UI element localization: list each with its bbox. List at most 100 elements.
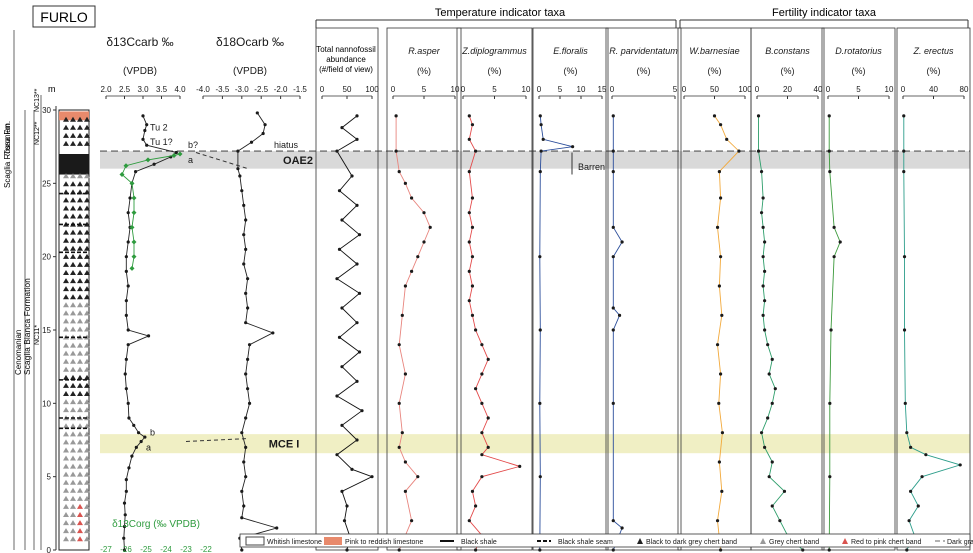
chert-band-mark: [63, 536, 69, 542]
chert-band-mark: [77, 455, 83, 461]
chert-band-mark: [77, 237, 83, 243]
series-line: [828, 115, 841, 551]
data-point: [827, 114, 831, 118]
data-panels: 2.0 2.5 3.0 3.5 4.0 δ13Ccarb ‰ (VPDB) -27 -26 -25…: [100, 27, 971, 553]
legend-label: Red to pink chert band: [851, 539, 922, 546]
data-point: [355, 438, 359, 442]
x-tick-label: 50: [343, 85, 352, 94]
chert-band-mark: [70, 407, 76, 413]
x-tick-label: 0: [391, 85, 396, 94]
legend-item: Red to pink chert band: [842, 538, 922, 546]
chert-band-mark: [84, 245, 90, 251]
data-point: [271, 331, 275, 335]
series-line: [714, 115, 740, 551]
data-point: [124, 269, 128, 273]
chert-band-mark: [84, 447, 90, 453]
series-line: [336, 115, 374, 551]
data-point: [177, 151, 183, 157]
panel-title-line: (#/field of view): [319, 65, 373, 74]
chert-band-mark: [63, 495, 69, 501]
chert-band-mark: [77, 213, 83, 219]
panel-unit: (%): [852, 66, 866, 76]
x-tick-label: -3.5: [216, 85, 230, 94]
data-point: [345, 548, 349, 552]
chart-frame: FURLO Temperature indicator taxa Fertili…: [3, 5, 969, 375]
chert-band-mark: [70, 479, 76, 485]
chert-band-mark: [77, 197, 83, 203]
legend-swatch: [842, 538, 848, 544]
data-point: [236, 167, 240, 171]
data-point: [171, 152, 177, 158]
data-point: [720, 313, 724, 317]
chert-band-mark: [77, 116, 83, 122]
legend-item: Black shale seam: [537, 539, 613, 546]
chert-band-mark: [70, 270, 76, 275]
chert-band-mark: [84, 495, 90, 501]
chert-band-mark: [70, 342, 76, 348]
panel-frame: [896, 27, 971, 551]
chert-band-mark: [70, 294, 76, 300]
legend-item: Grey chert band: [760, 538, 819, 546]
chert-band-mark: [77, 358, 83, 364]
stage-cenomanian: Cenomanian: [14, 330, 23, 375]
chert-band-mark: [84, 439, 90, 445]
data-point: [611, 328, 615, 332]
panel-title: δ18Ocarb ‰: [216, 35, 284, 49]
data-point: [541, 137, 545, 141]
data-point: [617, 313, 622, 317]
lithologic-column: 0 5 10 15 20 25 30: [13, 30, 90, 553]
x-tick-label: 10: [451, 85, 460, 94]
black-level-box: [59, 154, 89, 175]
data-point: [538, 475, 542, 479]
data-point: [717, 401, 721, 405]
data-point: [715, 519, 720, 523]
data-point: [242, 233, 246, 237]
x-tick-label: -2.5: [254, 85, 268, 94]
data-point: [240, 489, 244, 493]
data-point: [611, 225, 615, 229]
chert-band-mark: [70, 261, 76, 267]
data-point: [467, 137, 471, 141]
chert-band-mark: [84, 350, 90, 356]
data-point: [538, 548, 542, 552]
chert-band-mark: [84, 391, 90, 396]
chert-band-mark: [77, 382, 83, 388]
data-point: [240, 548, 244, 552]
data-point: [902, 149, 906, 153]
chert-band-mark: [84, 342, 90, 348]
series-line: [468, 115, 522, 551]
data-point: [131, 195, 137, 201]
chert-band-mark: [70, 439, 76, 445]
chert-band-mark: [84, 302, 90, 308]
chert-band-mark: [84, 286, 90, 292]
panel-title: R.asper: [408, 46, 441, 56]
chert-band-mark: [77, 124, 83, 130]
panel-title: D.rotatorius: [835, 46, 882, 56]
chert-band-mark: [63, 439, 69, 445]
chert-band-mark: [84, 140, 90, 146]
x-tick-label: 50: [710, 85, 719, 94]
data-point: [539, 149, 543, 153]
data-point: [246, 277, 250, 281]
data-point: [123, 513, 127, 517]
panel-unit: (%): [488, 66, 502, 76]
chert-band-mark: [84, 278, 90, 284]
chert-band-mark: [63, 213, 69, 219]
data-point: [129, 265, 135, 271]
depth-tick-label: 20: [42, 253, 51, 262]
x-tick-label: 0: [320, 85, 325, 94]
panel-frame: [386, 27, 462, 551]
data-point: [127, 466, 131, 470]
panel-unit: (%): [564, 66, 578, 76]
data-point: [480, 475, 484, 479]
x-tick-label: 0: [901, 85, 906, 94]
data-point: [410, 269, 414, 273]
chert-band-mark: [63, 124, 69, 130]
chert-band-mark: [77, 245, 83, 251]
panel-unit: (VPDB): [233, 66, 267, 77]
chert-band-mark: [70, 495, 76, 501]
data-point: [400, 313, 404, 317]
data-point: [467, 240, 471, 244]
chert-band-mark: [77, 439, 83, 445]
chert-band-mark: [84, 366, 90, 372]
